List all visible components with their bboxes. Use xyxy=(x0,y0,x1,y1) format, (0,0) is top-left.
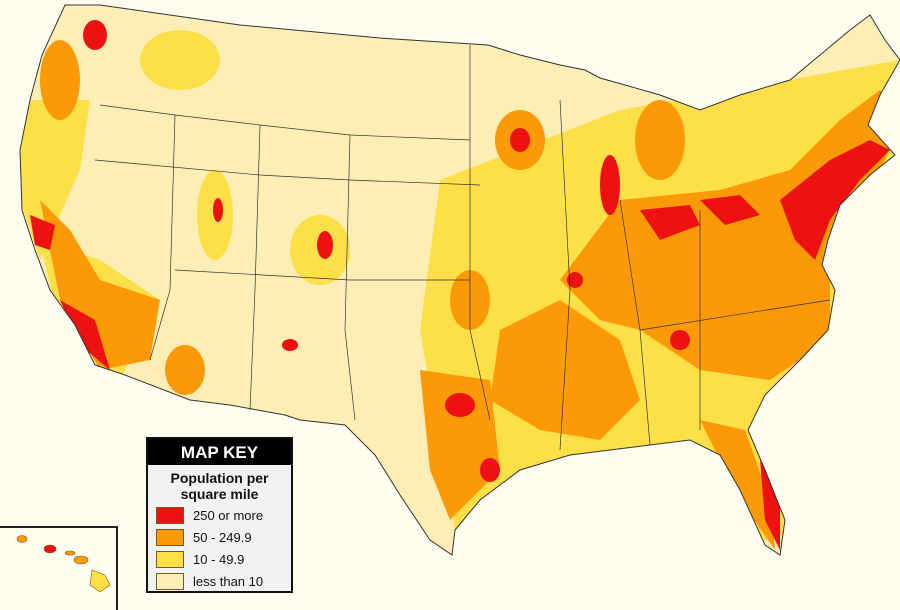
state-borders xyxy=(94,45,831,451)
legend-swatch xyxy=(156,507,184,524)
subtitle-line-2: square mile xyxy=(180,486,259,502)
legend-item-under-10: less than 10 xyxy=(156,573,291,590)
subtitle-line-1: Population per xyxy=(170,470,269,486)
map-key: MAP KEY Population per square mile 250 o… xyxy=(146,437,293,593)
legend-item-50-249: 50 - 249.9 xyxy=(156,529,291,546)
legend-item-10-49: 10 - 49.9 xyxy=(156,551,291,568)
legend-swatch xyxy=(156,573,184,590)
legend-label: less than 10 xyxy=(193,574,264,589)
hawaii xyxy=(16,535,111,593)
hawaii-inset-frame xyxy=(0,526,118,610)
legend-swatch xyxy=(156,551,184,568)
legend-swatch xyxy=(156,529,184,546)
legend-item-250-plus: 250 or more xyxy=(156,507,291,524)
legend-label: 250 or more xyxy=(193,508,264,523)
map-key-subtitle: Population per square mile xyxy=(148,470,291,502)
legend-label: 50 - 249.9 xyxy=(193,530,252,545)
map-key-title: MAP KEY xyxy=(148,439,291,465)
legend-label: 10 - 49.9 xyxy=(193,552,245,567)
